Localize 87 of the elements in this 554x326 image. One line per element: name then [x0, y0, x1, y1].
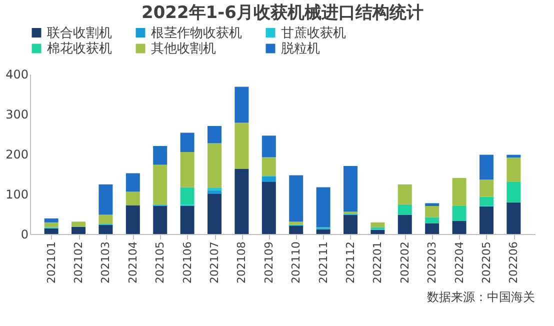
bar — [180, 132, 194, 152]
bar — [72, 222, 86, 226]
x-tick-label: 202202 — [398, 242, 412, 284]
bar — [153, 164, 168, 204]
bar — [425, 223, 440, 234]
bar — [506, 202, 521, 234]
x-tick-label: 202107 — [208, 242, 222, 284]
x-tick-label: 202102 — [72, 242, 86, 284]
bar — [208, 126, 222, 144]
bar — [452, 178, 466, 206]
x-tick-label: 202103 — [99, 242, 112, 284]
bar — [262, 176, 276, 182]
bar — [425, 203, 440, 206]
bar — [208, 190, 222, 194]
bar — [398, 214, 412, 234]
bar — [44, 218, 58, 222]
x-tick-label: 202101 — [44, 242, 58, 284]
legend-label: 联合收割机 — [47, 26, 112, 41]
bar — [180, 206, 194, 234]
chart-title: 2022年1-6月收获机械进口结构统计 — [141, 3, 424, 23]
bar — [370, 230, 385, 234]
x-tick-label: 202203 — [426, 242, 439, 284]
bar — [479, 206, 494, 234]
source-note: 数据来源：中国海关 — [427, 290, 535, 304]
bar — [452, 220, 466, 234]
bar — [98, 184, 113, 215]
bar — [289, 226, 304, 234]
bar — [98, 224, 113, 234]
bar — [452, 206, 466, 221]
bar — [316, 187, 330, 228]
bar — [425, 217, 440, 224]
legend-label: 甘蔗收获机 — [281, 26, 346, 41]
bar — [153, 146, 168, 165]
bar — [126, 192, 140, 206]
bar — [398, 204, 412, 215]
bar — [126, 173, 140, 192]
y-tick-label: 0 — [20, 228, 28, 242]
bar — [262, 182, 276, 234]
bar — [479, 180, 494, 197]
x-tick-label: 202205 — [480, 242, 493, 284]
bar — [72, 226, 86, 234]
x-tick-label: 202201 — [371, 242, 384, 284]
bar — [180, 152, 194, 188]
bar — [234, 168, 249, 234]
legend-label: 棉花收获机 — [47, 42, 112, 56]
y-tick-label: 300 — [6, 108, 28, 122]
bar — [234, 86, 249, 123]
y-tick-label: 100 — [6, 188, 28, 202]
bar — [506, 182, 521, 202]
x-tick-label: 202111 — [316, 242, 330, 284]
x-tick-label: 202206 — [507, 242, 520, 284]
x-tick-label: 202106 — [180, 242, 194, 284]
bar — [98, 214, 113, 224]
bar — [44, 222, 58, 228]
x-tick-label: 202108 — [235, 242, 248, 284]
bar — [343, 214, 358, 234]
bar — [289, 222, 304, 225]
bar — [234, 122, 249, 169]
x-tick-label: 202204 — [452, 242, 466, 284]
bar — [425, 206, 440, 218]
x-tick-label: 202105 — [154, 242, 167, 284]
bar — [262, 136, 276, 158]
bar — [262, 157, 276, 176]
y-tick-label: 400 — [6, 68, 28, 82]
bar — [398, 184, 412, 204]
bar — [316, 229, 330, 234]
bar — [44, 228, 58, 234]
bar — [180, 187, 194, 205]
x-tick-label: 202112 — [344, 242, 357, 284]
legend-label: 根茎作物收获机 — [151, 26, 242, 41]
bar — [208, 188, 222, 190]
legend-label: 其他收割机 — [151, 42, 216, 56]
bar — [506, 158, 521, 182]
bar — [208, 194, 222, 234]
bar — [153, 206, 168, 234]
x-tick-label: 202104 — [126, 242, 140, 284]
bar — [479, 154, 494, 180]
y-tick-label: 200 — [6, 148, 28, 162]
legend-label: 脱粒机 — [281, 42, 320, 56]
bar — [479, 196, 494, 206]
x-tick-label: 202110 — [290, 242, 303, 284]
bar — [208, 143, 222, 188]
bar — [126, 205, 140, 234]
bar — [343, 166, 358, 212]
bar — [370, 222, 385, 228]
x-tick-label: 202109 — [262, 242, 276, 284]
bar — [289, 175, 304, 222]
